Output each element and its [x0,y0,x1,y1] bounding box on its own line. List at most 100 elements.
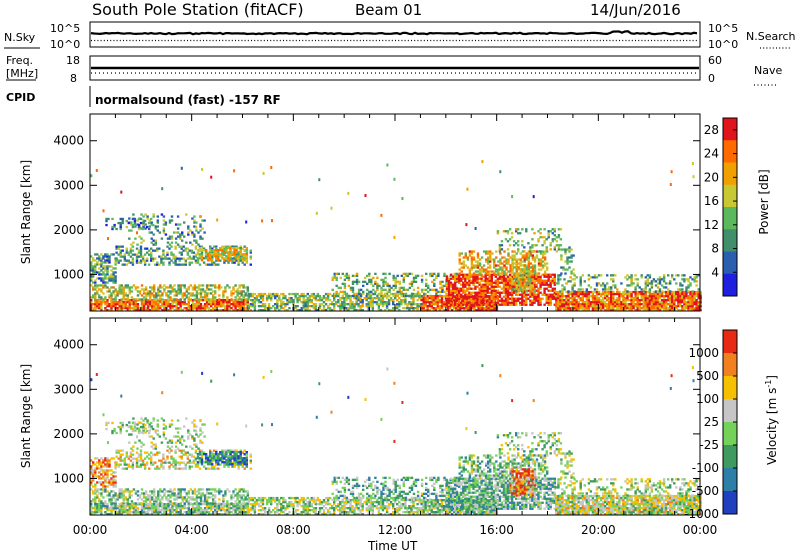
power-cell [339,286,342,289]
velocity-cell [130,505,134,508]
velocity-cell [171,505,174,508]
power-cell [158,255,161,258]
power-cell [308,297,311,300]
power-cell [567,292,570,296]
power-cell [276,305,279,308]
power-cell [654,297,658,300]
power-cell [474,293,477,296]
power-cell [468,252,472,255]
power-cell [503,270,506,273]
power-cell [496,299,500,302]
noise-tick-top-right: 10^5 [708,22,738,35]
power-cell [210,292,213,295]
power-cell [199,309,203,312]
power-cell [428,297,431,300]
power-cell [387,309,391,312]
power-cell [232,309,235,312]
power-cell [416,295,419,298]
velocity-cell [110,507,113,510]
power-cell [237,259,240,262]
power-cell [533,258,537,261]
power-cell [527,279,530,282]
power-cell [553,277,556,280]
power-cell [185,213,188,216]
power-cell [458,277,461,280]
power-cell [472,303,475,306]
power-cell [593,276,597,279]
power-cell [238,307,241,310]
power-cell [185,307,188,310]
power-cell [196,251,200,254]
power-cell [510,277,514,280]
power-cell [240,307,243,310]
power-cell [98,307,101,310]
power-cell [466,281,469,284]
power-cell [232,301,235,304]
power-cell [130,221,133,224]
power-cell [519,278,522,281]
power-cell [533,270,537,273]
velocity-cell [159,509,162,512]
power-cell [142,288,146,291]
power-cell [559,238,563,241]
power-cell [523,258,526,261]
power-cell [361,303,364,306]
power-cell [579,276,582,279]
power-cell [100,298,103,301]
power-cell [217,259,220,262]
power-cell [274,303,277,306]
power-cell [112,301,115,304]
power-cell [212,294,215,297]
power-cell [626,284,629,287]
power-cell [489,270,492,273]
power-cell [175,294,178,297]
power-cell [583,292,586,296]
power-cell [198,257,202,260]
power-cell [94,298,97,301]
power-cell [102,301,105,304]
power-cell [164,255,167,258]
power-cell [487,258,490,261]
power-cell [129,247,133,250]
power-cell [306,309,309,312]
power-cell [480,289,483,292]
velocity-cell [234,511,237,514]
power-cell [119,221,122,225]
power-cell [96,257,99,260]
power-cell [195,298,199,301]
power-cell [510,232,514,235]
velocity-cell [216,509,219,512]
power-cell [494,291,497,294]
power-cell [201,219,204,222]
power-cell [561,303,564,306]
velocity-cell [106,507,109,510]
power-cell [541,256,545,259]
velocity-cell [228,503,231,506]
power-cell [456,287,459,290]
power-cell [231,247,234,250]
power-cell [652,280,656,283]
power-cell [652,303,656,306]
power-cell [296,305,299,308]
power-cell [697,274,700,277]
power-cell [349,307,352,310]
power-cell [246,303,249,306]
power-cell [671,290,674,294]
power-cell [412,294,416,297]
power-cell [156,247,159,250]
power-cell [484,293,487,296]
power-cell [255,297,259,300]
power-cell [226,284,229,287]
power-cell [614,284,617,287]
power-cell [361,309,364,312]
power-cell [642,299,645,302]
power-cell [437,290,440,293]
power-cell [347,276,351,279]
power-cell [656,305,660,308]
power-cell [638,290,641,294]
power-cell [359,299,362,302]
power-cell [272,292,275,296]
power-cell [194,255,198,258]
power-cell [380,292,383,295]
power-cell [601,299,605,302]
